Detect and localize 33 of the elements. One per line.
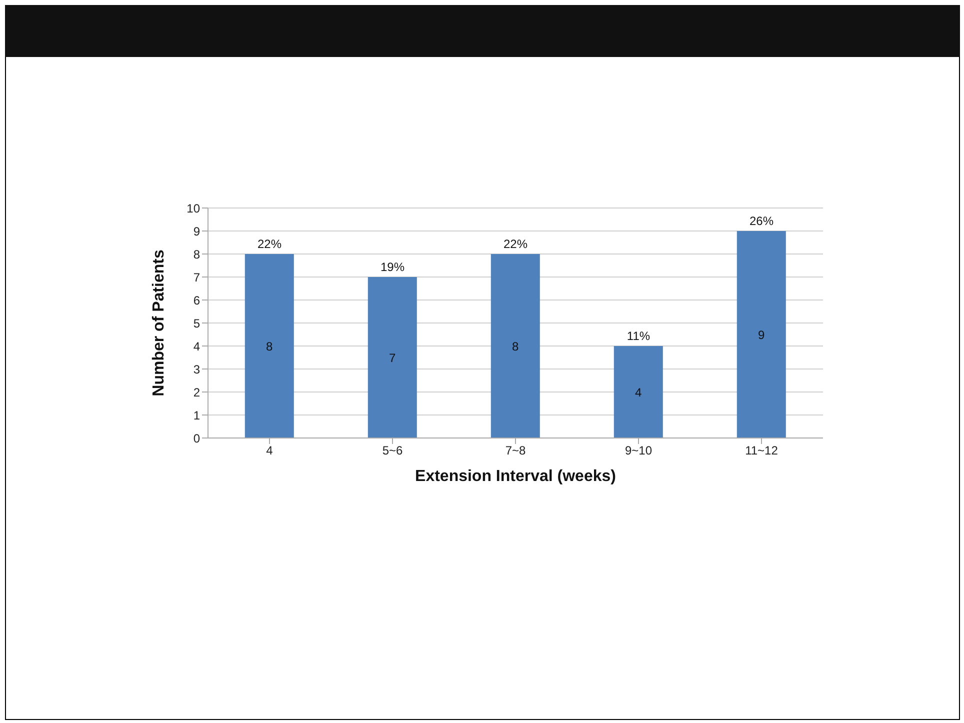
x-tick-label: 4 [266,444,274,458]
bar [614,346,663,438]
y-axis-title: Number of Patients [150,250,168,396]
annotation: 19% [380,260,405,274]
bar [244,254,294,438]
data-label: 7 [389,350,396,365]
data-label: 9 [758,328,766,342]
x-tick-label: 7~8 [505,444,526,458]
annotation: 26% [749,214,774,228]
data-label: 4 [635,385,642,400]
y-tick-label: 3 [193,362,200,376]
data-label: 8 [266,339,274,354]
bar [490,254,540,438]
annotation: 22% [257,237,282,251]
y-tick-label: 8 [193,247,200,262]
y-tick-label: 4 [193,339,200,354]
y-tick-label: 9 [193,224,200,238]
annotation: 11% [626,329,650,343]
x-tick-label: 11~12 [745,444,778,458]
data-label: 8 [512,339,520,354]
annotation: 22% [503,237,528,251]
bar [736,231,786,438]
y-tick-label: 2 [193,385,200,400]
y-tick-label: 7 [193,270,200,284]
x-tick-label: 9~10 [624,444,652,458]
bar [368,277,417,438]
x-axis-title: Extension Interval (weeks) [415,468,616,485]
y-tick-label: 0 [193,431,200,446]
y-tick-label: 10 [186,201,200,216]
x-tick-label: 5~6 [382,444,403,458]
y-tick-label: 1 [193,408,200,422]
y-tick-label: 5 [193,316,200,330]
y-tick-label: 6 [193,293,200,308]
